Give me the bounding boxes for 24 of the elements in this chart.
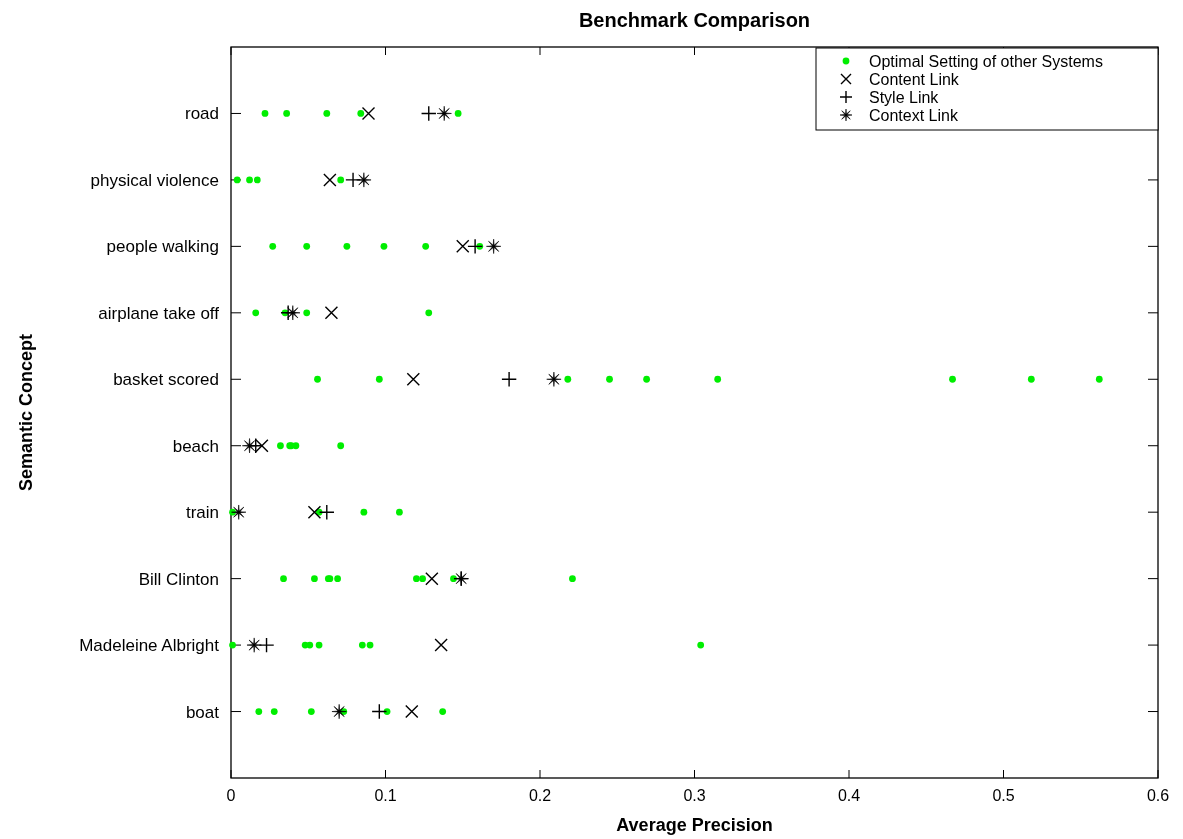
y-tick-label: boat — [185, 702, 220, 722]
x-tick-label: 0.3 — [683, 787, 706, 804]
y-tick-label: basket scored — [113, 370, 219, 390]
y-tick-label: beach — [172, 436, 219, 456]
y-tick-label: road — [184, 104, 219, 124]
x-tick-label: 0.4 — [837, 787, 861, 804]
x-tick-label: 0 — [226, 787, 236, 804]
x-axis-title: Average Precision — [616, 815, 773, 835]
y-axis-title: Semantic Concept — [16, 333, 36, 492]
y-tick-label: people walking — [106, 237, 219, 257]
y-tick-label: train — [185, 503, 219, 523]
x-tick-label: 0.5 — [992, 787, 1015, 804]
y-tick-label: physical violence — [90, 170, 219, 190]
legend-label: Content Link — [869, 71, 960, 88]
legend-label: Style Link — [869, 89, 940, 106]
x-tick-label: 0.2 — [528, 787, 552, 804]
x-tick-label: 0.1 — [374, 787, 397, 804]
y-tick-label: Madeleine Albright — [79, 636, 220, 656]
x-tick-label: 0.6 — [1146, 787, 1170, 804]
legend-label: Optimal Setting of other Systems — [869, 53, 1103, 70]
legend-label: Context Link — [869, 107, 959, 124]
chart-title: Benchmark Comparison — [578, 9, 811, 31]
y-tick-label: airplane take off — [98, 303, 220, 323]
y-tick-label: Bill Clinton — [138, 569, 219, 589]
